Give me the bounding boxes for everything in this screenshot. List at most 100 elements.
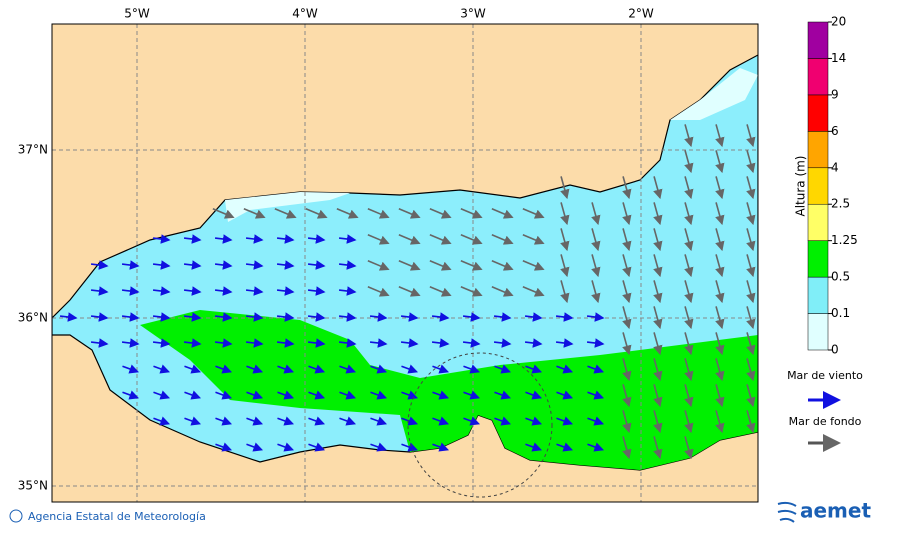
wind-sea-arrow	[432, 442, 450, 452]
swell-arrow	[560, 176, 570, 200]
colorbar-band	[807, 58, 829, 96]
wind-sea-arrow	[463, 390, 481, 400]
swell-arrow	[715, 332, 725, 356]
wind-sea-arrow	[122, 390, 140, 400]
colorbar-band	[807, 203, 829, 241]
wind-sea-arrow	[245, 338, 264, 348]
swell-arrow	[684, 150, 694, 174]
swell-arrow	[622, 358, 632, 382]
swell-arrow	[715, 124, 725, 148]
wind-sea-arrow	[214, 260, 233, 270]
wind-sea-arrow	[339, 364, 357, 374]
wind-sea-arrow	[183, 338, 202, 348]
wind-sea-arrow	[152, 312, 171, 322]
swell-arrow	[491, 233, 514, 245]
swell-arrow	[746, 228, 756, 252]
colorbar-band	[807, 240, 829, 278]
swell-arrow	[622, 332, 632, 356]
wind-sea-arrow	[276, 312, 295, 322]
swell-arrow	[715, 358, 725, 382]
swell-arrow	[491, 259, 514, 271]
swell-arrow	[591, 202, 601, 226]
swell-arrow	[622, 202, 632, 226]
wind-sea-arrow	[338, 338, 357, 348]
swell-arrow	[653, 358, 663, 382]
legend-label: Mar de fondo	[789, 415, 862, 428]
swell-arrow	[591, 228, 601, 252]
swell-arrow	[429, 259, 452, 271]
wind-sea-arrow	[494, 390, 512, 400]
wind-sea-arrow	[183, 260, 202, 270]
swell-arrow	[305, 207, 328, 219]
colorbar-title: Altura (m)	[794, 155, 808, 216]
wind-sea-arrow	[586, 338, 605, 348]
swell-arrow	[684, 176, 694, 200]
swell-arrow	[212, 207, 235, 219]
colorbar-tick-label: 4	[831, 160, 839, 174]
wind-sea-arrow	[369, 338, 388, 348]
wind-sea-arrow	[215, 364, 233, 374]
wind-sea-arrow	[214, 338, 233, 348]
wind-sea-arrow	[493, 338, 512, 348]
wind-sea-arrow	[152, 260, 171, 270]
swell-arrow	[522, 207, 545, 219]
swell-arrow	[653, 228, 663, 252]
swell-arrow	[746, 384, 756, 408]
wind-sea-arrow	[586, 312, 605, 322]
swell-arrow	[622, 436, 632, 460]
wind-sea-arrow	[215, 416, 233, 426]
swell-arrow	[746, 332, 756, 356]
lat-label: 35°N	[18, 479, 48, 493]
wind-sea-arrow	[308, 364, 326, 374]
wind-sea-arrow	[307, 286, 326, 296]
swell-arrow	[715, 384, 725, 408]
swell-arrow	[715, 254, 725, 278]
colorbar-tick-label: 9	[831, 87, 839, 101]
lon-label: 3°W	[460, 7, 486, 21]
wind-sea-arrow	[555, 312, 574, 322]
wind-sea-arrow	[400, 338, 419, 348]
swell-arrow	[591, 280, 601, 304]
wind-sea-arrow	[276, 234, 295, 244]
swell-arrow	[684, 228, 694, 252]
swell-arrow	[653, 384, 663, 408]
swell-arrow	[622, 384, 632, 408]
swell-arrow	[274, 207, 297, 219]
wind-sea-arrow	[245, 260, 264, 270]
swell-arrow	[746, 306, 756, 330]
wind-sea-arrow	[431, 312, 450, 322]
swell-arrow	[715, 228, 725, 252]
wind-sea-arrow	[370, 442, 388, 452]
wind-sea-arrow	[277, 442, 295, 452]
swell-arrow	[460, 233, 483, 245]
map	[52, 24, 758, 502]
wind-sea-arrow	[525, 390, 543, 400]
wind-sea-arrow	[587, 416, 605, 426]
colorbar-band	[807, 131, 829, 169]
wind-sea-arrow	[152, 286, 171, 296]
swell-arrow	[560, 280, 570, 304]
swell-arrow	[591, 254, 601, 278]
wind-sea-arrow	[369, 312, 388, 322]
wind-sea-arrow	[431, 338, 450, 348]
wind-sea-arrow	[370, 390, 388, 400]
wind-sea-arrow	[214, 286, 233, 296]
wind-sea-arrow	[432, 390, 450, 400]
wind-sea-arrow	[308, 390, 326, 400]
swell-arrow	[460, 259, 483, 271]
wind-sea-arrow	[587, 390, 605, 400]
wind-sea-arrow	[307, 312, 326, 322]
swell-arrow	[746, 176, 756, 200]
wind-sea-arrow	[90, 338, 109, 348]
wind-sea-arrow	[276, 338, 295, 348]
swell-arrow	[522, 233, 545, 245]
wind-sea-arrow	[525, 364, 543, 374]
wind-sea-arrow	[122, 364, 140, 374]
wind-sea-arrow	[215, 390, 233, 400]
wind-sea-arrow	[370, 364, 388, 374]
swell-arrow	[398, 259, 421, 271]
wind-sea-arrow	[245, 234, 264, 244]
wind-sea-arrow	[184, 364, 202, 374]
swell-arrow	[622, 280, 632, 304]
